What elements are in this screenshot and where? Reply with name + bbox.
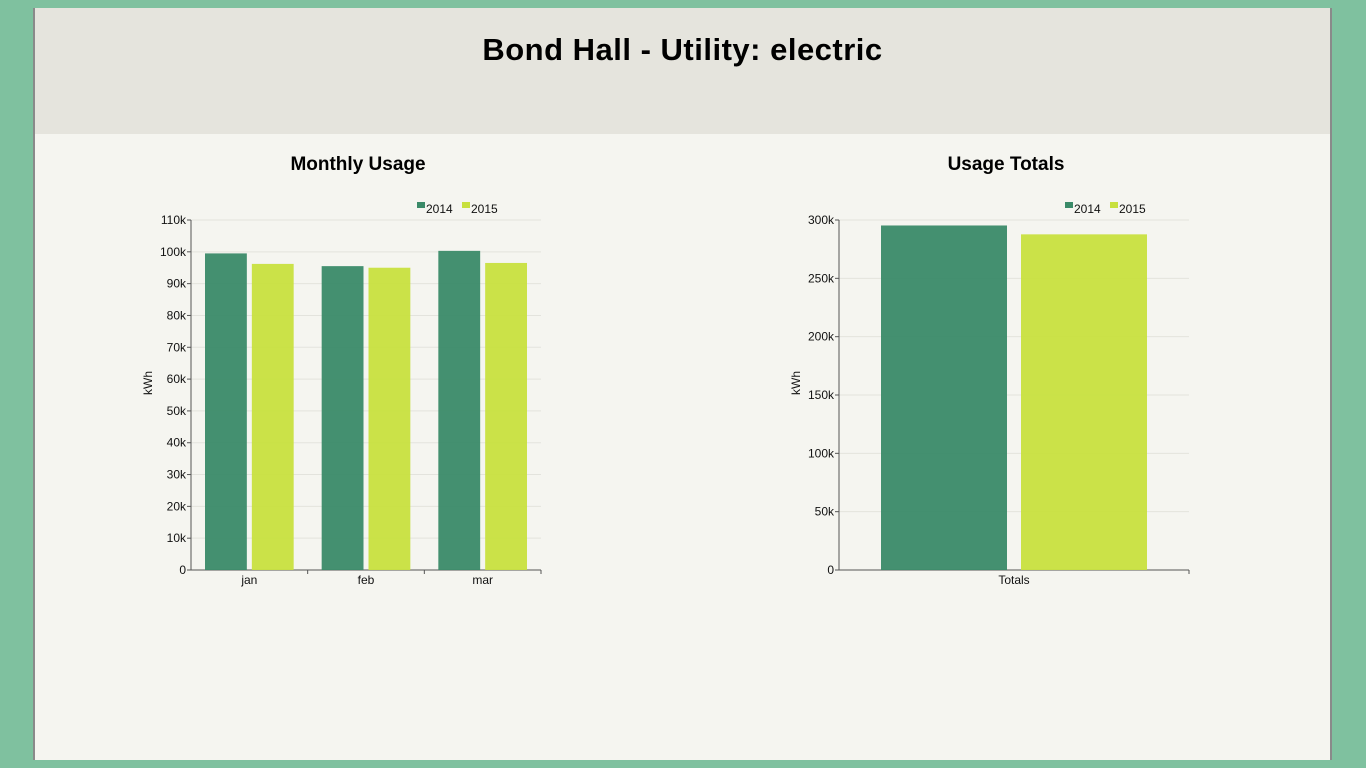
y-tick-label: 200k	[808, 330, 835, 344]
y-tick-label: 300k	[808, 213, 835, 227]
y-tick-label: 90k	[167, 277, 187, 291]
y-tick-label: 0	[827, 563, 834, 577]
chart-title-monthly-usage: Monthly Usage	[290, 154, 426, 175]
y-tick-label: 0	[179, 563, 186, 577]
y-tick-label: 40k	[167, 436, 187, 450]
legend-swatch-2015	[1110, 202, 1118, 208]
y-tick-label: 100k	[808, 446, 835, 460]
x-tick-label: mar	[472, 573, 493, 587]
bar-2015-feb	[368, 267, 411, 570]
bar-2014-Totals	[881, 225, 1007, 570]
page-header: Bond Hall - Utility: electric	[35, 8, 1330, 134]
chart-title-usage-totals: Usage Totals	[947, 154, 1065, 175]
bar-2015-Totals	[1021, 234, 1147, 570]
bar-2014-feb	[321, 266, 364, 570]
y-tick-label: 70k	[167, 340, 187, 354]
y-tick-label: 30k	[167, 468, 187, 482]
y-tick-label: 20k	[167, 499, 187, 513]
x-tick-label: feb	[358, 573, 375, 587]
y-tick-label: 50k	[815, 505, 835, 519]
bar-2015-jan	[251, 263, 294, 570]
legend-label-2015: 2015	[1119, 202, 1146, 216]
y-tick-label: 50k	[167, 404, 187, 418]
y-tick-label: 110k	[161, 213, 187, 227]
x-tick-label: jan	[240, 573, 257, 587]
legend-label-2014: 2014	[1074, 202, 1101, 216]
y-axis-title: kWh	[789, 371, 803, 395]
bar-2014-mar	[438, 250, 481, 570]
legend-swatch-2014	[417, 202, 425, 208]
x-tick-label: Totals	[998, 573, 1029, 587]
legend-label-2014: 2014	[426, 202, 453, 216]
legend-swatch-2014	[1065, 202, 1073, 208]
bar-2014-jan	[205, 253, 247, 570]
legend-swatch-2015	[462, 202, 470, 208]
y-tick-label: 100k	[160, 245, 187, 259]
y-tick-label: 10k	[167, 531, 187, 545]
y-tick-label: 60k	[167, 372, 187, 386]
y-tick-label: 250k	[808, 271, 835, 285]
y-tick-label: 150k	[808, 388, 835, 402]
legend-label-2015: 2015	[471, 202, 498, 216]
y-axis-title: kWh	[141, 371, 155, 395]
y-tick-label: 80k	[167, 308, 187, 322]
bar-2015-mar	[485, 262, 527, 570]
page-title: Bond Hall - Utility: electric	[482, 32, 883, 67]
